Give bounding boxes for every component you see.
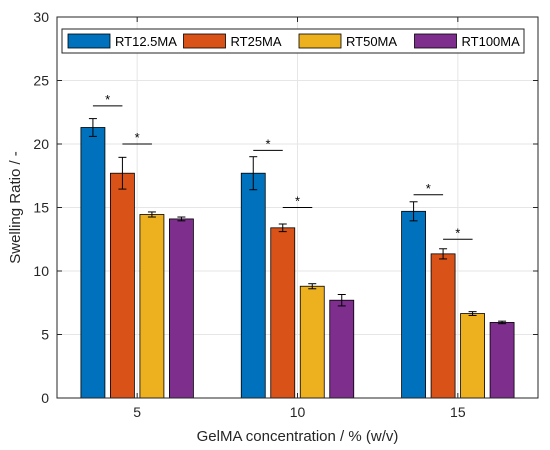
axes: [56, 16, 539, 399]
bar-RT25MA-15: [430, 253, 456, 399]
bar-RT25MA-10: [270, 227, 296, 399]
bar-RT25MA-5: [110, 172, 135, 399]
significance-star: *: [105, 92, 110, 107]
bar-RT50MA-5: [139, 214, 165, 399]
legend-swatch-RT50MA: [298, 33, 342, 49]
legend-swatch-RT100MA: [414, 33, 457, 49]
legend-swatch-RT25MA: [183, 33, 226, 49]
error-bars: [88, 118, 507, 325]
y-axis-label: Swelling Ratio / -: [7, 151, 24, 264]
tick-labels: 0 5 10 15 20 25 30 5 10 15: [33, 9, 465, 420]
y-tick-label: 30: [33, 9, 49, 25]
y-tick-label: 25: [33, 73, 49, 89]
legend-label-RT25MA: RT25MA: [231, 34, 282, 49]
bar-RT12.5MA-10: [240, 172, 266, 399]
y-tick-label: 20: [33, 136, 49, 152]
plot-frame: [56, 16, 539, 399]
bar-RT50MA-10: [299, 285, 325, 399]
y-tick-label: 15: [33, 200, 49, 216]
bars: [80, 127, 515, 399]
significance-star: *: [455, 225, 460, 240]
bar-RT100MA-5: [169, 218, 194, 399]
legend: RT12.5MA RT25MA RT50MA RT100MA: [61, 28, 525, 54]
legend-box: [61, 28, 525, 54]
legend-label-RT100MA: RT100MA: [462, 34, 521, 49]
significance-star: *: [135, 130, 140, 145]
significance-star: *: [426, 181, 431, 196]
bar-RT12.5MA-15: [401, 210, 426, 399]
y-tick-label: 0: [41, 390, 49, 406]
bar-RT12.5MA-5: [80, 127, 106, 399]
bar-RT50MA-15: [460, 313, 485, 399]
y-tick-label: 5: [41, 327, 49, 343]
legend-label-RT12.5MA: RT12.5MA: [115, 34, 177, 49]
y-tick-label: 10: [33, 263, 49, 279]
x-tick-label: 5: [133, 404, 141, 420]
x-tick-label: 15: [450, 404, 466, 420]
significance-markers: * * * * * *: [92, 92, 473, 240]
x-tick-label: 10: [290, 404, 306, 420]
significance-star: *: [265, 136, 270, 151]
x-axis-label: GelMA concentration / % (w/v): [197, 428, 399, 445]
legend-label-RT50MA: RT50MA: [346, 34, 397, 49]
bar-RT100MA-10: [329, 299, 355, 399]
grid-lines: [57, 16, 538, 399]
bar-RT100MA-15: [489, 322, 515, 399]
legend-swatch-RT12.5MA: [67, 33, 111, 49]
significance-star: *: [295, 194, 300, 209]
